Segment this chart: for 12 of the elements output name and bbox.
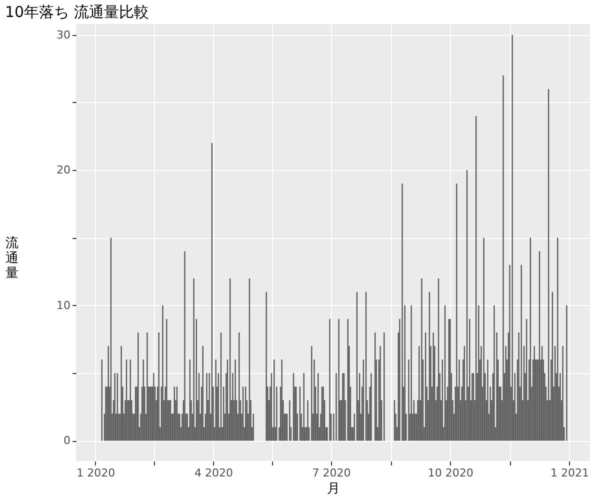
y-tick-label: 0: [64, 434, 70, 448]
y-tick-label: 30: [56, 28, 70, 42]
chart-title: 10年落ち 流通量比較: [5, 3, 149, 21]
x-tick-label: 1 2021: [550, 466, 590, 480]
x-tick-label: 10 2020: [428, 466, 474, 480]
y-tick-label: 10: [56, 298, 70, 312]
y-tick-label: 20: [56, 164, 70, 177]
x-tick-label: 1 2020: [76, 466, 116, 480]
y-axis-title: 流通量: [6, 235, 19, 281]
x-tick-label: 7 2020: [312, 466, 351, 480]
x-axis-title: 月: [327, 482, 340, 496]
x-tick-label: 4 2020: [194, 466, 233, 480]
